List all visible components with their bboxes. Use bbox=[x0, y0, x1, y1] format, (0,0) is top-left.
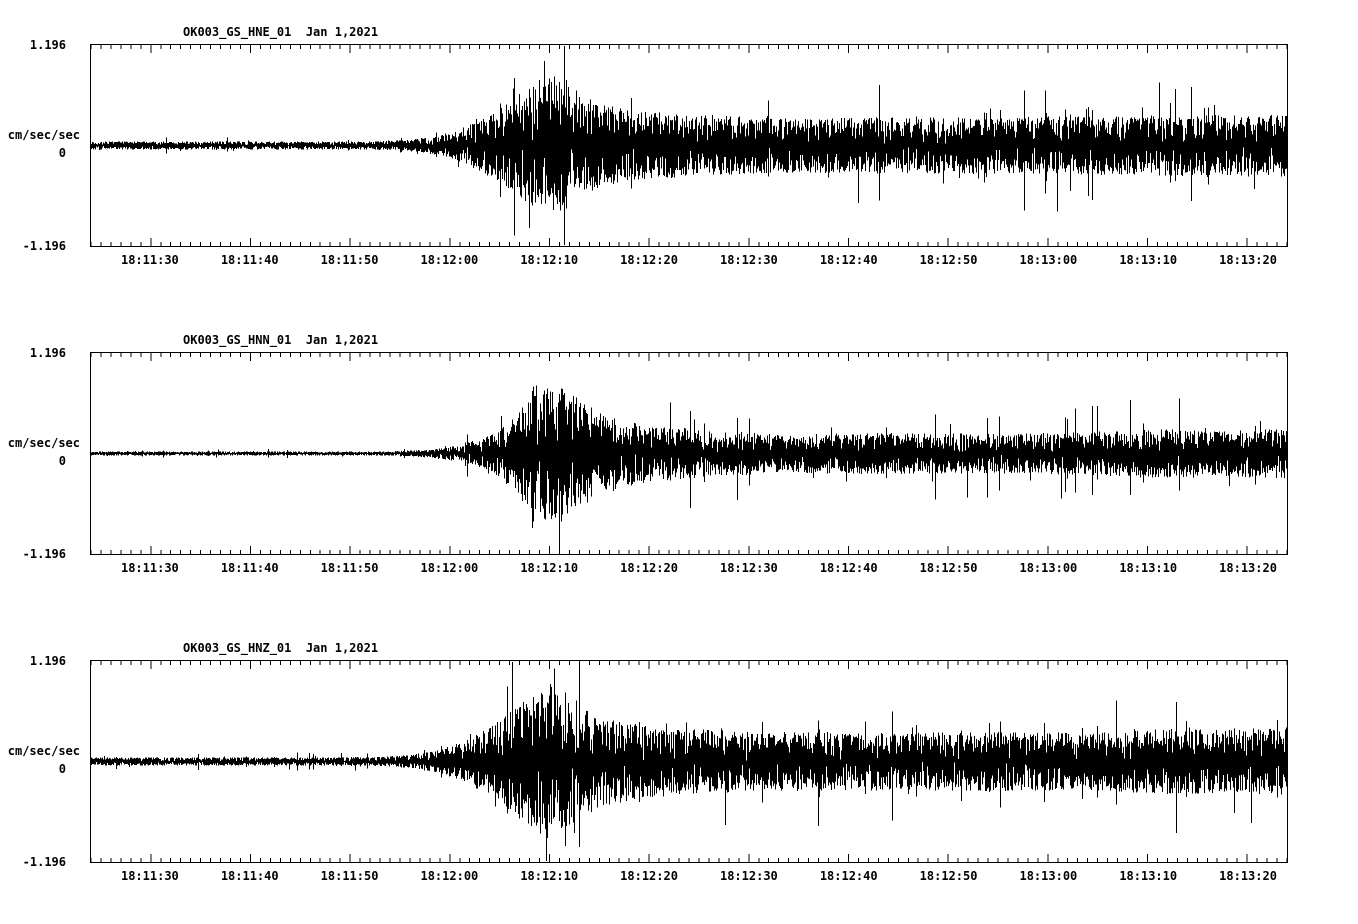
x-tick-label: 18:12:30 bbox=[719, 561, 778, 575]
x-tick-label: 18:12:20 bbox=[620, 869, 678, 883]
waveform-trace bbox=[91, 662, 1287, 861]
x-tick-label: 18:13:10 bbox=[1119, 869, 1178, 883]
x-tick-label: 18:11:50 bbox=[320, 253, 379, 267]
y-max-label: 1.196 bbox=[29, 346, 66, 360]
x-axis-tick-labels: 18:11:30 18:11:40 18:11:50 18:12:00 18:12:10… bbox=[0, 561, 1358, 577]
x-tick-label: 18:13:00 bbox=[1019, 561, 1078, 575]
x-tick-label: 18:12:50 bbox=[919, 869, 978, 883]
x-tick-label: 18:11:40 bbox=[220, 253, 279, 267]
x-tick-label: 18:11:40 bbox=[220, 561, 279, 575]
x-tick-label: 18:11:30 bbox=[120, 869, 179, 883]
x-tick-label: 18:12:50 bbox=[919, 253, 978, 267]
x-tick-label: 18:11:50 bbox=[320, 561, 379, 575]
plot-area bbox=[90, 352, 1288, 555]
trace-title: OK003_GS_HNE_01 Jan 1,2021 bbox=[183, 25, 379, 39]
waveform-plot bbox=[90, 660, 1288, 863]
waveform-trace bbox=[91, 46, 1287, 245]
x-tick-label: 18:12:10 bbox=[520, 869, 579, 883]
trace-title: OK003_GS_HNZ_01 Jan 1,2021 bbox=[183, 641, 379, 655]
x-tick-label: 18:12:40 bbox=[819, 253, 878, 267]
y-axis-unit-label: cm/sec/sec bbox=[7, 744, 80, 758]
x-tick-label: 18:13:10 bbox=[1119, 253, 1178, 267]
x-axis-tick-labels: 18:11:30 18:11:40 18:11:50 18:12:00 18:12:10… bbox=[0, 253, 1358, 269]
y-max-label: 1.196 bbox=[29, 38, 66, 52]
plot-border bbox=[90, 660, 1288, 863]
seismogram-panel-hnn: OK003_GS_HNN_01 Jan 1,2021 1.196 cm/sec/… bbox=[0, 308, 1358, 616]
x-tick-label: 18:13:20 bbox=[1219, 253, 1277, 267]
x-tick-label: 18:12:10 bbox=[520, 561, 579, 575]
x-tick-label: 18:11:30 bbox=[120, 561, 179, 575]
plot-area bbox=[90, 660, 1288, 863]
x-tick-label: 18:12:50 bbox=[919, 561, 978, 575]
x-tick-label: 18:12:10 bbox=[520, 253, 579, 267]
waveform-plot bbox=[90, 352, 1288, 555]
axis-ticks bbox=[90, 353, 1288, 554]
waveform-plot bbox=[90, 44, 1288, 247]
x-tick-label: 18:12:30 bbox=[719, 869, 778, 883]
x-tick-label: 18:12:20 bbox=[620, 253, 678, 267]
trace-title: OK003_GS_HNN_01 Jan 1,2021 bbox=[183, 333, 379, 347]
seismogram-panel-hne: OK003_GS_HNE_01 Jan 1,2021 1.196 cm/sec/… bbox=[0, 0, 1358, 308]
plot-area bbox=[90, 44, 1288, 247]
y-zero-label: 0 bbox=[58, 454, 66, 468]
x-tick-label: 18:12:40 bbox=[819, 561, 878, 575]
y-min-label: -1.196 bbox=[22, 855, 66, 869]
x-tick-label: 18:12:00 bbox=[420, 561, 479, 575]
x-tick-label: 18:13:20 bbox=[1219, 869, 1277, 883]
x-tick-label: 18:12:00 bbox=[420, 253, 479, 267]
x-tick-label: 18:13:00 bbox=[1019, 253, 1078, 267]
y-max-label: 1.196 bbox=[29, 654, 66, 668]
y-min-label: -1.196 bbox=[22, 239, 66, 253]
x-tick-label: 18:12:00 bbox=[420, 869, 479, 883]
y-zero-label: 0 bbox=[58, 146, 66, 160]
waveform-trace bbox=[91, 385, 1287, 553]
x-tick-label: 18:11:40 bbox=[220, 869, 279, 883]
x-tick-label: 18:13:10 bbox=[1119, 561, 1178, 575]
y-axis-unit-label: cm/sec/sec bbox=[7, 436, 80, 450]
y-axis-unit-label: cm/sec/sec bbox=[7, 128, 80, 142]
x-tick-label: 18:13:00 bbox=[1019, 869, 1078, 883]
y-min-label: -1.196 bbox=[22, 547, 66, 561]
seismogram-panel-hnz: OK003_GS_HNZ_01 Jan 1,2021 1.196 cm/sec/… bbox=[0, 616, 1358, 924]
x-tick-label: 18:12:40 bbox=[819, 869, 878, 883]
y-zero-label: 0 bbox=[58, 762, 66, 776]
x-tick-label: 18:12:30 bbox=[719, 253, 778, 267]
x-axis-tick-labels: 18:11:30 18:11:40 18:11:50 18:12:00 18:12:10… bbox=[0, 869, 1358, 885]
plot-border bbox=[90, 352, 1288, 555]
x-tick-label: 18:13:20 bbox=[1219, 561, 1277, 575]
plot-border bbox=[90, 44, 1288, 247]
x-tick-label: 18:11:50 bbox=[320, 869, 379, 883]
x-tick-label: 18:11:30 bbox=[120, 253, 179, 267]
x-tick-label: 18:12:20 bbox=[620, 561, 678, 575]
axis-ticks bbox=[90, 661, 1288, 862]
axis-ticks bbox=[90, 45, 1288, 246]
